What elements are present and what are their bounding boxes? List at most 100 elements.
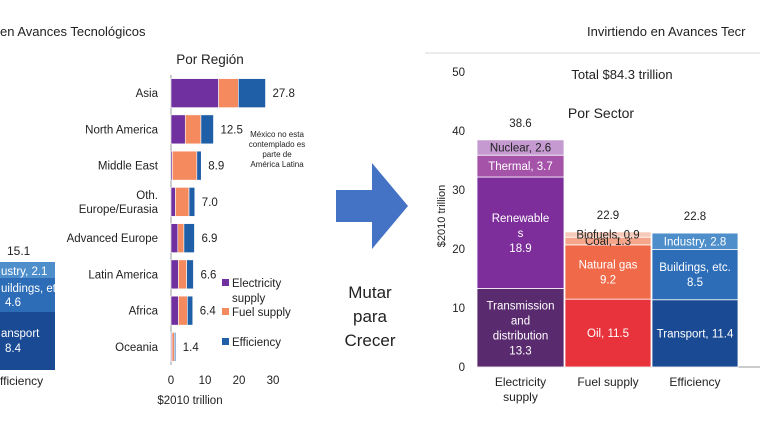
sector-category-label-fuel-supply: Fuel supply <box>577 375 638 389</box>
region-total-label-oth-europe-eurasia: 7.0 <box>202 197 218 209</box>
region-category-label-latin-america: Latin America <box>88 269 158 281</box>
sector-segment-label-transmission: Transmission <box>487 300 555 312</box>
region-bar-latin-america-efficiency <box>186 259 194 290</box>
sector-segment-industry <box>651 232 739 250</box>
left-partial-total: 15.1 <box>7 244 31 258</box>
region-bar-north-america-efficiency <box>200 114 214 145</box>
region-bar-middle-east-efficiency <box>196 150 202 181</box>
sector-segment-label-coal: Coal, 1.3 <box>585 236 631 248</box>
region-x-axis-label: $2010 trillion <box>157 395 222 407</box>
left-header: en Avances Tecnológicos <box>0 24 146 39</box>
sector-y-tick-label: 30 <box>452 185 465 197</box>
legend-label-electricity: supply <box>232 293 265 305</box>
sector-segment-label-transmission: and <box>511 315 530 327</box>
sector-segment-biofuels <box>564 231 652 238</box>
region-category-label-oceania: Oceania <box>115 342 158 354</box>
sector-category-label-electricity-supply: supply <box>503 390 538 404</box>
left-partial-transport-segment <box>0 312 55 370</box>
sector-segment-renewables <box>476 176 565 289</box>
sector-y-tick-label: 50 <box>452 67 465 79</box>
middle-arrow-group: Mutar para Crecer <box>336 163 408 350</box>
sector-segment-transmission <box>476 288 565 368</box>
sector-segment-label-buildings: 8.5 <box>687 277 703 289</box>
right-header: Invirtiendo en Avances Tecr <box>587 24 746 39</box>
sector-segment-label-buildings: Buildings, etc. <box>659 262 731 274</box>
para-text: para <box>353 307 388 326</box>
region-x-tick-label: 10 <box>199 375 212 387</box>
sector-segment-label-transmission: 13.3 <box>509 345 531 357</box>
left-partial-industry-label: ustry, 2.1 <box>1 266 47 278</box>
region-category-label-middle-east: Middle East <box>98 161 159 173</box>
sector-segment-label-renewables: s <box>518 228 524 240</box>
sector-segment-label-industry: Industry, 2.8 <box>664 236 726 248</box>
sector-chart-subtitle: Total $84.3 trillion <box>571 67 672 82</box>
region-bar-advanced-europe-efficiency <box>183 223 195 253</box>
sector-segment-label-thermal: Thermal, 3.7 <box>488 161 553 173</box>
sector-segment-natural_gas <box>564 244 652 300</box>
sector-category-label-electricity-supply: Electricity <box>495 375 546 389</box>
left-partial-buildings-value: 4.6 <box>5 297 21 309</box>
region-bar-oth-europe-eurasia-fuel <box>175 187 190 217</box>
left-partial-transport-value: 8.4 <box>5 343 22 355</box>
region-bar-oceania-efficiency <box>174 332 177 362</box>
region-bar-asia-electricity <box>170 78 219 108</box>
region-bar-africa-fuel <box>178 295 188 326</box>
region-total-label-asia: 27.8 <box>273 88 295 100</box>
sector-segment-transport <box>651 299 739 368</box>
region-bar-advanced-europe-fuel <box>177 223 185 253</box>
region-x-tick-label: 30 <box>267 375 280 387</box>
region-bar-north-america-electricity <box>170 114 186 145</box>
left-partial-xtick: fficiency <box>0 374 43 388</box>
region-x-tick-label: 0 <box>168 375 174 387</box>
region-bar-oth-europe-eurasia-electricity <box>170 187 176 217</box>
region-annotation-line: contemplado es <box>249 140 305 149</box>
left-partial-buildings-label: uildings, etc. <box>1 283 65 295</box>
region-annotation-line: América Latina <box>250 160 304 169</box>
region-category-label-north-america: North America <box>85 124 158 136</box>
sector-total-label-efficiency: 22.8 <box>684 211 706 223</box>
region-x-tick-label: 20 <box>233 375 246 387</box>
crecer-text: Crecer <box>344 331 395 350</box>
legend-swatch-electricity <box>222 279 229 286</box>
sector-segment-buildings <box>651 249 739 301</box>
region-total-label-africa: 6.4 <box>200 306 217 318</box>
region-bar-africa-efficiency <box>187 295 194 326</box>
region-category-label-oth-europe-eurasia: Europe/Eurasia <box>79 204 159 216</box>
sector-y-tick-label: 10 <box>452 303 465 315</box>
sector-segment-nuclear <box>476 139 565 156</box>
region-bar-asia-fuel <box>218 78 239 108</box>
sector-segment-label-natural_gas: 9.2 <box>600 275 616 287</box>
sector-category-label-efficiency: Efficiency <box>669 375 720 389</box>
legend-label-electricity: Electricity <box>232 278 281 290</box>
region-total-label-north-america: 12.5 <box>221 124 243 136</box>
sector-segment-label-renewables: 18.9 <box>509 243 531 255</box>
left-partial-transport-label: ansport <box>1 328 40 340</box>
legend-swatch-efficiency <box>222 338 229 345</box>
region-annotation-line: México no esta <box>250 130 304 139</box>
region-chart-title: Por Región <box>176 52 244 67</box>
region-bar-middle-east-fuel <box>172 150 198 181</box>
sector-y-tick-label: 40 <box>452 126 465 138</box>
region-category-label-advanced-europe: Advanced Europe <box>67 233 158 245</box>
legend-swatch-fuel <box>222 308 229 315</box>
region-category-label-oth-europe-eurasia: Oth. <box>136 190 158 202</box>
region-bar-latin-america-electricity <box>170 259 179 290</box>
sector-chart-title: Por Sector <box>568 105 634 121</box>
mutar-text: Mutar <box>348 283 392 302</box>
region-bar-latin-america-fuel <box>178 259 187 290</box>
sector-segment-label-transport: Transport, 11.4 <box>657 328 734 340</box>
region-annotation-line: parte de <box>262 150 292 159</box>
sector-total-label-fuel-supply: 22.9 <box>597 210 619 222</box>
region-bar-asia-efficiency <box>238 78 266 108</box>
region-total-label-middle-east: 8.9 <box>208 161 224 173</box>
region-category-label-africa: Africa <box>129 306 159 318</box>
region-chart: Por Región Asia 27.8 North America 12.5 Middl… <box>67 52 306 407</box>
left-partial-chart: en Avances Tecnológicos 15.1 ustry, 2.1 … <box>0 24 146 388</box>
region-bar-advanced-europe-electricity <box>170 223 179 253</box>
sector-segment-label-biofuels: Biofuels, 0.9 <box>576 230 639 242</box>
sector-segment-oil <box>564 298 652 368</box>
region-category-label-asia: Asia <box>136 88 159 100</box>
sector-total-label-electricity-supply: 38.6 <box>509 118 531 130</box>
